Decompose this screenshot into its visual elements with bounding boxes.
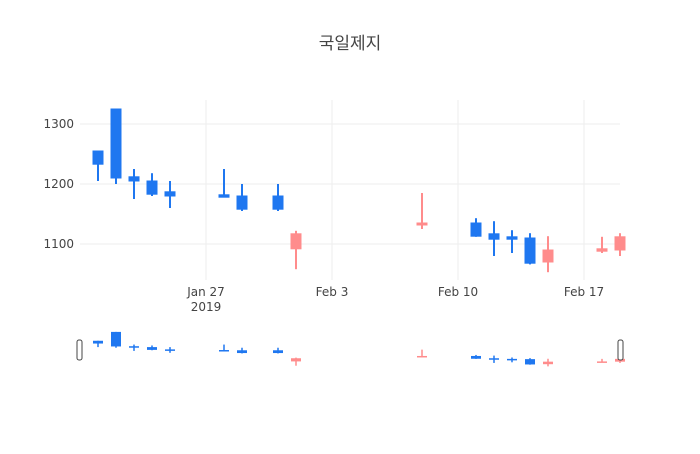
range-slider-candle [291, 357, 301, 366]
range-slider-background [80, 330, 620, 368]
range-slider-candle-body [507, 358, 517, 361]
range-slider-right-handle[interactable] [617, 339, 624, 361]
candle[interactable] [470, 218, 482, 237]
range-slider-candle-body [93, 340, 103, 344]
candle-body [272, 195, 284, 210]
range-slider-candle [507, 357, 517, 363]
candle-body [164, 191, 176, 197]
candle[interactable] [92, 150, 104, 181]
grid-layer [80, 100, 620, 280]
candle-body [146, 180, 158, 195]
x-tick-label: Feb 3 [316, 285, 349, 299]
candle[interactable] [488, 221, 500, 256]
range-slider-candle-body [147, 347, 157, 350]
range-slider-candle-body [237, 350, 247, 354]
range-slider-candle-body [219, 350, 229, 352]
candle-body [236, 195, 248, 210]
candles-layer [92, 108, 626, 273]
candle[interactable] [146, 173, 158, 196]
range-slider-candle-body [543, 361, 553, 365]
range-slider-candle [471, 354, 481, 359]
range-slider-candle-body [291, 358, 301, 362]
candle[interactable] [416, 193, 428, 229]
candle[interactable] [542, 236, 554, 273]
candle-body [416, 222, 428, 226]
range-slider-candle-body [417, 355, 427, 358]
candle-body [542, 249, 554, 263]
candle-body [218, 194, 230, 198]
candle[interactable] [506, 230, 518, 253]
range-slider-candle-body [525, 359, 535, 365]
candle-body [290, 233, 302, 250]
range-slider-left-handle[interactable] [76, 339, 83, 361]
x-tick-label: Feb 10 [438, 285, 478, 299]
range-slider-candle-body [111, 331, 121, 347]
y-axis: 1100 1200 1300 [43, 117, 74, 251]
candle[interactable] [164, 181, 176, 208]
candle[interactable] [128, 169, 140, 199]
y-tick-label: 1200 [43, 177, 74, 191]
range-slider-candle-body [129, 346, 139, 348]
candle-body [470, 222, 482, 237]
range-slider-candle [111, 331, 121, 348]
range-slider-candle [273, 347, 283, 354]
candle[interactable] [290, 230, 302, 270]
range-slider-candle [219, 344, 229, 352]
candle[interactable] [524, 233, 536, 265]
range-slider-candle [597, 358, 607, 363]
range-slider-candle [489, 355, 499, 363]
candle-body [596, 248, 608, 252]
range-slider-candle-body [273, 350, 283, 354]
candle-body [488, 233, 500, 240]
chart-title: 국일제지 [319, 34, 382, 54]
candle-body [524, 237, 536, 264]
range-slider-candle [417, 349, 427, 358]
range-slider-candle [543, 358, 553, 367]
x-tick-label: Jan 27 [186, 285, 225, 299]
candle[interactable] [218, 169, 230, 198]
range-slider-candle-body [489, 358, 499, 360]
candle-body [92, 150, 104, 165]
candle[interactable] [614, 233, 626, 256]
range-slider-candle [147, 345, 157, 351]
candle[interactable] [596, 236, 608, 253]
range-slider-candle-body [597, 361, 607, 363]
range-slider-candle [165, 347, 175, 353]
candle[interactable] [272, 184, 284, 211]
x-tick-sublabel: 2019 [191, 300, 222, 314]
candle-body [110, 108, 122, 179]
range-slider-candle-body [165, 349, 175, 351]
y-tick-label: 1100 [43, 237, 74, 251]
y-tick-label: 1300 [43, 117, 74, 131]
candle-body [128, 176, 140, 182]
candle-body [506, 236, 518, 240]
range-slider-candle [129, 344, 139, 351]
candle-body [614, 236, 626, 251]
candle[interactable] [110, 108, 122, 184]
range-slider-candle [93, 340, 103, 348]
x-tick-label: Feb 17 [564, 285, 604, 299]
range-slider[interactable] [76, 330, 625, 368]
candle[interactable] [236, 184, 248, 211]
range-slider-candle-body [471, 355, 481, 359]
range-slider-candle [525, 358, 535, 365]
range-slider-candle [237, 347, 247, 354]
